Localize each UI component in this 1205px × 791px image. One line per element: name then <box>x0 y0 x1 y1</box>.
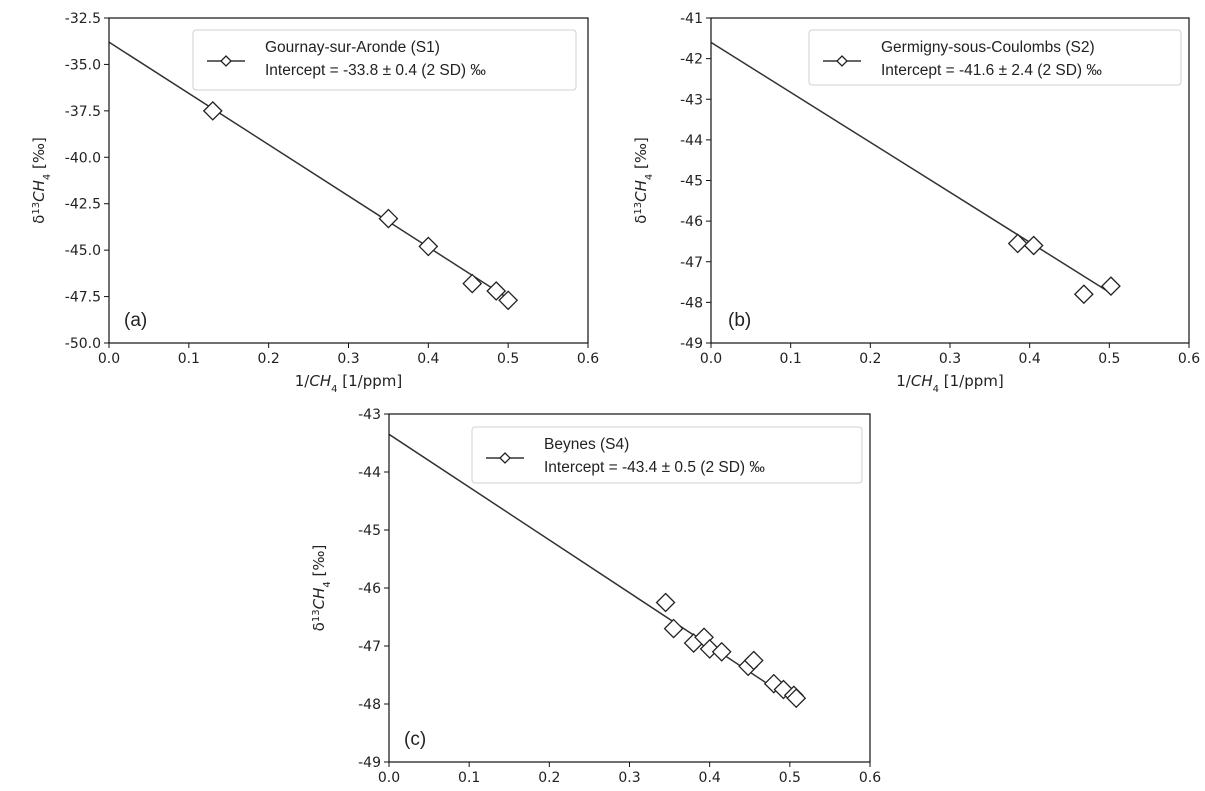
y-tick-label: -44 <box>358 465 381 481</box>
plot-frame <box>710 17 1190 344</box>
y-tick-label: -49 <box>680 336 703 352</box>
y-axis-label: δ13CH4 [‰] <box>310 545 333 632</box>
x-tick-label: 0.0 <box>98 351 120 367</box>
data-point <box>378 208 399 229</box>
x-tick-label: 0.4 <box>699 770 721 786</box>
y-tick-label: -42 <box>680 52 703 68</box>
data-point <box>202 100 223 121</box>
panel-letter: (a) <box>124 310 147 331</box>
legend-marker-icon <box>836 55 848 67</box>
y-tick-label: -41 <box>680 11 703 27</box>
legend-intercept: Intercept = -33.8 ± 0.4 (2 SD) ‰ <box>265 62 486 79</box>
x-tick-label: 0.3 <box>618 770 640 786</box>
y-tick-label: -46 <box>358 581 381 597</box>
x-tick-label: 0.1 <box>780 351 802 367</box>
y-tick-label: -47 <box>358 639 381 655</box>
panel-b: 0.0 0.1 0.2 0.3 0.4 0.5 0.6 -41 -42 -43 -44 -45 -46 -… <box>632 11 1200 395</box>
data-point <box>663 618 684 639</box>
legend-box <box>471 426 863 484</box>
data-point <box>655 592 676 613</box>
y-tick-label: -43 <box>358 407 381 423</box>
data-point <box>462 273 483 294</box>
x-tick-label: 0.1 <box>458 770 480 786</box>
x-tick-label: 0.5 <box>779 770 801 786</box>
x-axis-label: 1/CH4 [1/ppm] <box>896 372 1003 395</box>
panel-letter: (c) <box>404 729 426 750</box>
x-tick-label: 0.3 <box>337 351 359 367</box>
data-point <box>486 281 507 301</box>
data-point <box>498 290 519 311</box>
regression-line <box>109 41 509 300</box>
x-tick-label: 0.5 <box>1098 351 1120 367</box>
data-point <box>1023 235 1044 256</box>
y-axis-label: δ13CH4 [‰] <box>30 137 53 224</box>
x-tick-label: 0.0 <box>700 351 722 367</box>
x-tick-label: 0.6 <box>859 770 881 786</box>
y-tick-label: -45 <box>358 523 381 539</box>
y-tick-label: -43 <box>680 92 703 108</box>
y-tick-label: -47.5 <box>65 290 101 306</box>
y-tick-label: -37.5 <box>65 104 101 120</box>
x-tick-label: 0.2 <box>859 351 881 367</box>
x-tick-label: 0.6 <box>1178 351 1200 367</box>
x-tick-label: 0.1 <box>178 351 200 367</box>
legend-series-name: Gournay-sur-Aronde (S1) <box>265 39 440 56</box>
x-tick-label: 0.4 <box>1019 351 1041 367</box>
y-tick-label: -47 <box>680 255 703 271</box>
data-point <box>1101 276 1121 297</box>
data-point <box>711 641 732 662</box>
y-tick-label: -45.0 <box>65 243 101 259</box>
panel-c: 0.0 0.1 0.2 0.3 0.4 0.5 0.6 -43 -44 -45 -46 -47 -48 -… <box>310 407 881 786</box>
x-tick-label: 0.2 <box>538 770 560 786</box>
y-tick-label: -48 <box>680 295 703 311</box>
legend-marker-icon <box>499 452 511 464</box>
y-tick-label: -42.5 <box>65 197 101 213</box>
y-tick-label: -46 <box>680 214 703 230</box>
legend-series-name: Beynes (S4) <box>544 436 629 453</box>
data-point <box>1073 284 1094 305</box>
legend-series-name: Germigny-sous-Coulombs (S2) <box>881 39 1095 56</box>
data-point <box>743 650 764 671</box>
plot-frame <box>388 413 871 763</box>
data-point <box>1007 233 1028 254</box>
y-tick-label: -40.0 <box>65 150 101 166</box>
panel-a: 0.0 0.1 0.2 0.3 0.4 0.5 0.6 -32.5 -35.0 -37.5 -40.… <box>30 11 599 395</box>
x-tick-label: 0.0 <box>378 770 400 786</box>
x-tick-label: 0.6 <box>577 351 599 367</box>
y-tick-label: -45 <box>680 174 703 190</box>
legend-marker-icon <box>220 55 232 67</box>
y-tick-label: -48 <box>358 697 381 713</box>
x-tick-label: 0.5 <box>497 351 519 367</box>
x-tick-label: 0.2 <box>258 351 280 367</box>
y-tick-label: -50.0 <box>65 336 101 352</box>
data-point <box>418 236 439 257</box>
y-tick-label: -49 <box>358 755 381 771</box>
y-axis-label: δ13CH4 [‰] <box>632 137 655 224</box>
x-axis-label: 1/CH4 [1/ppm] <box>295 372 402 395</box>
y-tick-label: -35.0 <box>65 57 101 73</box>
y-tick-label: -32.5 <box>65 11 101 27</box>
x-tick-label: 0.3 <box>939 351 961 367</box>
regression-line <box>711 41 1110 293</box>
legend-intercept: Intercept = -41.6 ± 2.4 (2 SD) ‰ <box>881 62 1102 79</box>
plot-frame <box>108 17 589 344</box>
legend-intercept: Intercept = -43.4 ± 0.5 (2 SD) ‰ <box>544 459 765 476</box>
panel-letter: (b) <box>728 310 751 331</box>
y-tick-label: -44 <box>680 133 703 149</box>
legend-box <box>808 29 1182 86</box>
legend-box <box>192 29 577 91</box>
data-point <box>786 688 807 709</box>
x-tick-label: 0.4 <box>417 351 439 367</box>
